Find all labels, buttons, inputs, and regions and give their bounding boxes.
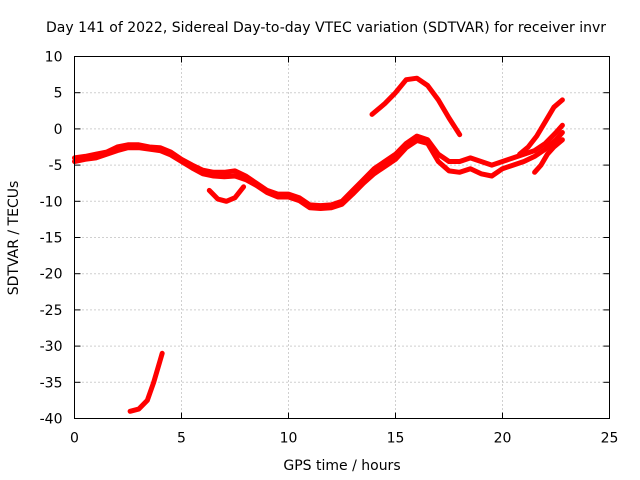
y-tick-label: -5 <box>49 158 63 174</box>
y-tick-label: -15 <box>40 231 63 247</box>
y-axis-label: SDTVAR / TECUs <box>6 181 22 296</box>
y-tick-label: 10 <box>45 50 63 66</box>
ticks <box>74 56 610 419</box>
y-tick-label: 0 <box>54 122 63 138</box>
x-tick-label: 10 <box>280 431 298 447</box>
grid <box>74 56 610 419</box>
series-track-segment-6h <box>206 184 247 204</box>
y-tick-label: -10 <box>40 194 63 210</box>
x-tick-label: 15 <box>387 431 405 447</box>
y-tick-label: -40 <box>40 412 63 428</box>
y-tick-label: 5 <box>54 86 63 102</box>
x-tick-label: 0 <box>70 431 79 447</box>
series-track-late-lower <box>532 137 565 175</box>
chart-title: Day 141 of 2022, Sidereal Day-to-day VTE… <box>46 20 606 36</box>
y-tick-label: -35 <box>40 375 63 391</box>
x-tick-label: 20 <box>494 431 512 447</box>
tick-labels: 0 5 10 15 20 25 10 5 0 -5 -10 -15 -20 -25 -30 -35 -40 <box>40 50 619 447</box>
series-track-arc <box>369 75 463 138</box>
y-tick-label: -30 <box>40 339 63 355</box>
series-track-late-upper <box>517 97 565 157</box>
series-group <box>72 75 565 414</box>
y-tick-label: -20 <box>40 267 63 283</box>
y-tick-label: -25 <box>40 303 63 319</box>
x-tick-label: 25 <box>601 431 619 447</box>
x-tick-label: 5 <box>177 431 186 447</box>
x-axis-label: GPS time / hours <box>283 458 400 474</box>
series-track-main-1 <box>72 122 565 209</box>
series-track-main-2 <box>72 130 565 211</box>
series-track-bottom <box>127 350 165 414</box>
